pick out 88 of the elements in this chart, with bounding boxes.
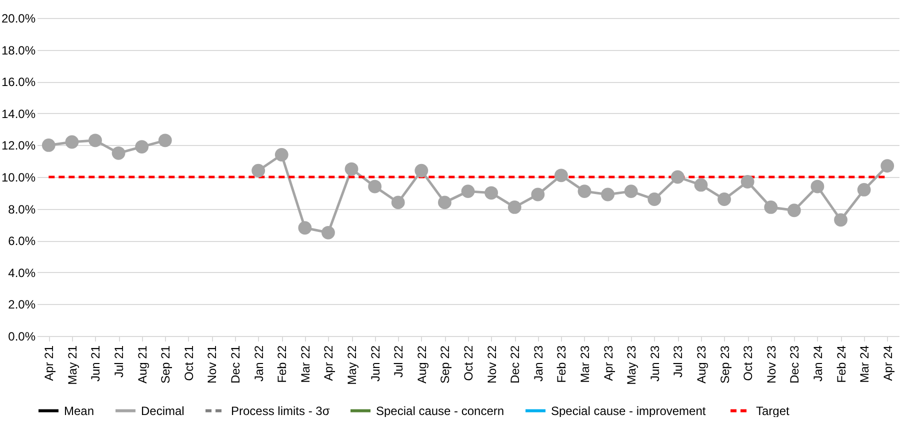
point: [857, 183, 871, 196]
x-tick-label: Jan 23: [531, 345, 546, 382]
point: [880, 159, 894, 173]
x-tick-label: Dec 21: [228, 345, 243, 384]
y-tick-label: 4.0%: [8, 266, 36, 280]
point: [112, 146, 126, 160]
x-tick-label: May 22: [345, 345, 360, 385]
x-tick-label: Feb 23: [554, 345, 569, 383]
point: [461, 184, 475, 198]
legend-label: Special cause - concern: [376, 404, 504, 418]
point: [508, 200, 522, 214]
x-tick-label: Oct 23: [741, 345, 756, 381]
x-tick-label: Sep 22: [438, 345, 452, 384]
x-tick-label: Feb 22: [275, 345, 290, 383]
y-tick-label: 20.0%: [1, 12, 36, 26]
x-tick-label: Apr 24: [880, 345, 895, 381]
x-tick-label: Dec 23: [788, 345, 802, 384]
y-tick-label: 16.0%: [1, 75, 36, 90]
y-tick-label: 0.0%: [8, 330, 36, 344]
x-tick-label: Mar 24: [858, 345, 872, 383]
x-tick-label: Sep 21: [158, 345, 173, 384]
x-tick-label: Jul 23: [671, 345, 686, 378]
point: [88, 134, 102, 148]
point: [252, 164, 266, 178]
point: [554, 168, 568, 182]
x-tick-label: Nov 23: [764, 345, 778, 384]
x-tick-label: Mar 23: [578, 345, 592, 383]
y-tick-label: 10.0%: [1, 170, 36, 184]
point: [414, 164, 428, 178]
y-tick-label: 6.0%: [8, 234, 36, 248]
y-tick-label: 2.0%: [8, 298, 36, 312]
x-tick-label: Aug 22: [414, 345, 429, 384]
point: [601, 188, 614, 202]
point: [834, 213, 848, 227]
x-tick-label: May 23: [624, 345, 639, 385]
x-tick-label: Sep 23: [718, 345, 732, 384]
x-tick-label: Dec 22: [508, 345, 522, 384]
point: [274, 148, 288, 162]
x-tick-label: Nov 22: [484, 345, 499, 384]
x-tick-label: May 21: [65, 345, 80, 385]
point: [648, 192, 662, 206]
point: [391, 196, 405, 210]
point: [718, 192, 731, 206]
point: [740, 175, 754, 188]
x-tick-label: Jun 21: [88, 345, 103, 382]
point: [135, 140, 149, 154]
point: [787, 204, 801, 218]
point: [322, 226, 335, 240]
x-tick-label: Jul 21: [112, 345, 126, 378]
legend-label: Special cause - improvement: [551, 404, 706, 418]
x-tick-label: Apr 22: [322, 345, 336, 381]
x-tick-label: Aug 21: [135, 345, 150, 384]
x-tick-label: Apr 21: [42, 345, 56, 381]
point: [65, 135, 79, 149]
x-tick-label: Nov 21: [205, 345, 220, 384]
x-tick-label: Jun 23: [648, 345, 662, 382]
point: [531, 188, 545, 202]
y-tick-label: 12.0%: [1, 138, 36, 153]
point: [578, 184, 592, 198]
x-tick-label: Oct 21: [182, 345, 196, 381]
point: [158, 134, 172, 148]
point: [344, 162, 358, 176]
point: [810, 180, 824, 194]
point: [484, 186, 498, 200]
point: [624, 184, 638, 198]
x-tick-label: Jan 22: [252, 345, 266, 382]
x-tick-label: Jan 24: [810, 345, 825, 382]
point: [438, 196, 452, 210]
x-tick-label: Apr 23: [601, 345, 616, 381]
y-tick-label: 14.0%: [1, 106, 36, 121]
x-tick-label: Aug 23: [694, 345, 708, 384]
legend-label: Process limits - 3σ: [231, 404, 330, 418]
point: [298, 221, 312, 235]
point: [764, 200, 778, 214]
x-tick-label: Feb 24: [834, 345, 848, 383]
x-tick-label: Oct 22: [462, 345, 476, 381]
y-tick-label: 8.0%: [8, 202, 36, 216]
legend-label: Target: [756, 404, 790, 418]
x-tick-label: Mar 22: [298, 345, 312, 383]
point: [42, 138, 56, 152]
x-tick-label: Jul 22: [392, 345, 406, 378]
legend-label: Mean: [64, 404, 94, 418]
x-tick-label: Jun 22: [368, 345, 382, 382]
legend-label: Decimal: [141, 404, 184, 418]
point: [368, 180, 382, 194]
point: [694, 178, 708, 192]
point: [670, 170, 684, 184]
y-tick-label: 18.0%: [1, 43, 36, 58]
